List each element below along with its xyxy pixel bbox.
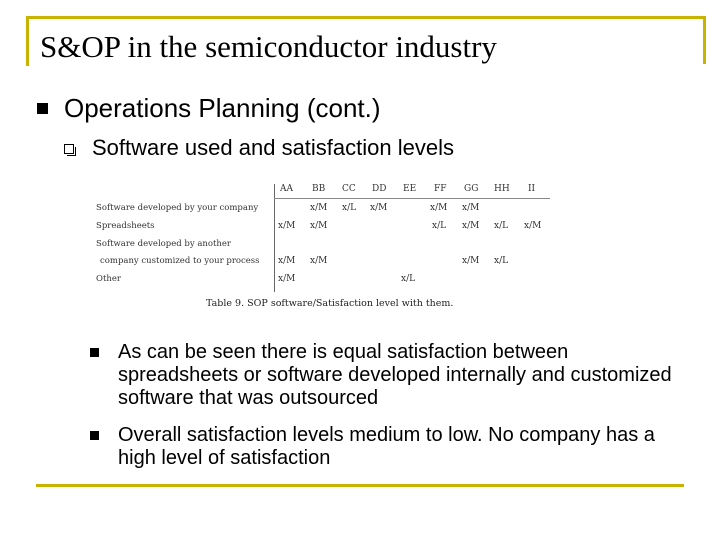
row-label: company customized to your process xyxy=(100,256,260,266)
table-cell: x/M xyxy=(524,221,542,231)
frame-top-rule xyxy=(26,16,706,19)
table-cell: x/M xyxy=(370,203,388,213)
bullet-level-2: Software used and satisfaction levels xyxy=(92,135,454,160)
bullet-level-3: As can be seen there is equal satisfacti… xyxy=(118,341,672,409)
table-cell: x/M xyxy=(430,203,448,213)
row-label: Spreadsheets xyxy=(96,221,155,231)
bullet-level-1: Operations Planning (cont.) xyxy=(64,93,381,123)
col-header: AA xyxy=(280,184,293,194)
frame-right-rule xyxy=(703,16,706,64)
table-cell: x/L xyxy=(494,256,509,266)
table-cell: x/M xyxy=(278,256,296,266)
col-header: DD xyxy=(372,184,387,194)
table-cell: x/M xyxy=(278,221,296,231)
col-header: II xyxy=(528,184,536,194)
frame-left-rule xyxy=(26,18,29,66)
table-horizontal-rule xyxy=(274,198,550,199)
row-label: Other xyxy=(96,274,121,284)
col-header: GG xyxy=(464,184,479,194)
table-cell: x/M xyxy=(462,203,480,213)
row-label: Software developed by your company xyxy=(96,203,259,213)
satisfaction-table: AA BB CC DD EE FF GG HH II Software deve… xyxy=(96,182,556,310)
bullet-square-icon xyxy=(37,103,48,114)
col-header: BB xyxy=(312,184,326,194)
table-cell: x/M xyxy=(310,221,328,231)
bullet-level-3: Overall satisfaction levels medium to lo… xyxy=(118,424,655,469)
table-cell: x/L xyxy=(494,221,509,231)
table-cell: x/L xyxy=(401,274,416,284)
col-header: EE xyxy=(403,184,417,194)
bottom-rule xyxy=(36,484,684,487)
table-cell: x/M xyxy=(310,256,328,266)
table-cell: x/M xyxy=(310,203,328,213)
table-cell: x/L xyxy=(432,221,447,231)
col-header: CC xyxy=(342,184,356,194)
table-caption: Table 9. SOP software/Satisfaction level… xyxy=(206,298,454,309)
table-cell: x/M xyxy=(462,221,480,231)
row-label: Software developed by another xyxy=(96,239,231,249)
table-cell: x/M xyxy=(462,256,480,266)
table-cell: x/L xyxy=(342,203,357,213)
table-vertical-rule xyxy=(274,184,275,292)
table-cell: x/M xyxy=(278,274,296,284)
bullet-square-icon xyxy=(90,431,99,440)
col-header: HH xyxy=(494,184,510,194)
bullet-square-icon xyxy=(90,348,99,357)
col-header: FF xyxy=(434,184,447,194)
bullet-hollow-square-icon xyxy=(64,144,76,156)
slide-title: S&OP in the semiconductor industry xyxy=(40,29,497,64)
